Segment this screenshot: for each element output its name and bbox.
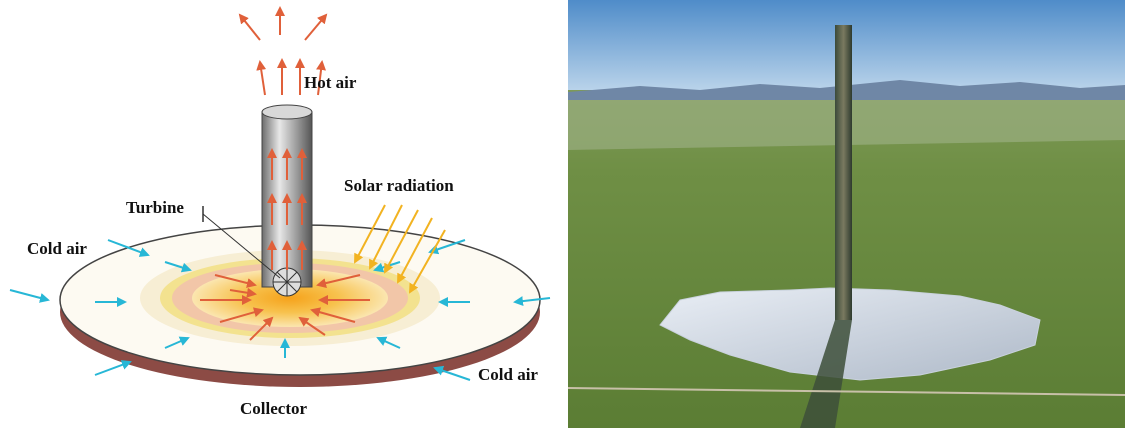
arrow [298, 316, 326, 336]
arrow [354, 204, 386, 264]
arrow [316, 60, 327, 96]
turbine-blades [273, 268, 301, 296]
label-solar: Solar radiation [344, 176, 454, 195]
arrow [214, 274, 257, 288]
arrow [164, 261, 192, 273]
label-collector: Collector [240, 399, 307, 418]
arrow [310, 307, 356, 323]
arrow [384, 209, 419, 274]
arrow [256, 60, 267, 96]
road [567, 387, 1125, 396]
arrow [107, 239, 150, 257]
chimney-top [261, 104, 313, 120]
arrow [219, 307, 264, 323]
arrow [249, 316, 274, 341]
arrow [376, 336, 401, 349]
zone [192, 269, 388, 327]
tower-shadow [800, 320, 852, 428]
diagram: Hot air Solar radiation Turbine Cold air… [9, 6, 551, 418]
arrow [9, 289, 50, 303]
label-turbine: Turbine [126, 198, 184, 217]
label-hot-air: Hot air [304, 73, 357, 92]
arrow [94, 360, 132, 376]
arrow [316, 274, 361, 289]
label-cold-air: Cold air [27, 239, 87, 258]
arrow [238, 13, 261, 41]
arrow [433, 365, 471, 381]
arrows [9, 6, 551, 381]
arrow [397, 217, 433, 284]
photo [567, 0, 1125, 428]
arrow [409, 229, 446, 294]
collector-field [659, 287, 1041, 381]
arrow [229, 287, 257, 298]
arrow [304, 13, 328, 41]
arrow [428, 239, 466, 255]
pointer [202, 213, 281, 279]
arrow [164, 336, 190, 349]
label-cold-air: Cold air [478, 365, 538, 384]
tower [835, 25, 852, 320]
arrow [369, 204, 403, 270]
arrow [513, 296, 551, 307]
